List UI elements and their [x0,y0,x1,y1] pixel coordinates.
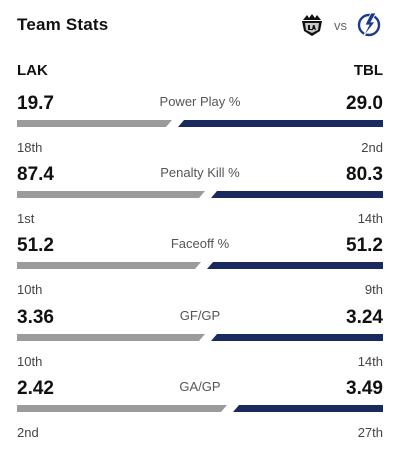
away-bar [17,191,205,198]
home-stat-rank: 27th [357,424,383,440]
away-stat-value: 19.7 [17,93,54,114]
home-stat-rank: 14th [357,353,383,369]
away-stat-value: 51.2 [17,235,54,256]
home-bar [211,334,383,341]
home-team-abbr: TBL [353,61,383,79]
comparison-bar [17,120,383,127]
away-stat-rank: 18th [17,139,43,155]
away-bar [17,334,205,341]
stat-row-goals-for-per-game: 3.36 3.24 GF/GP 10th 14th [17,306,383,374]
matchup: vs [298,11,383,39]
stat-row-goals-against-per-game: 2.42 3.49 GA/GP 2nd 27th [17,377,383,445]
stat-row-power-play: 19.7 29.0 Power Play % 18th 2nd [17,92,383,160]
away-stat-value: 3.36 [17,307,54,328]
away-stat-value: 2.42 [17,378,54,399]
home-stat-rank: 9th [364,281,383,297]
away-stat-rank: 1st [17,210,35,226]
home-bar [233,405,383,412]
comparison-bar [17,334,383,341]
stat-row-faceoff: 51.2 51.2 Faceoff % 10th 9th [17,234,383,302]
home-bar [207,262,383,269]
stat-row-penalty-kill: 87.4 80.3 Penalty Kill % 1st 14th [17,163,383,231]
comparison-bar [17,262,383,269]
away-stat-rank: 10th [17,353,43,369]
vs-text: vs [334,17,347,33]
la-kings-logo-icon [298,11,326,39]
home-stat-rank: 2nd [361,139,383,155]
home-stat-value: 51.2 [346,235,383,256]
home-stat-rank: 14th [357,210,383,226]
away-bar [17,120,172,127]
home-stat-value: 3.24 [346,307,383,328]
home-bar [211,191,383,198]
away-bar [17,405,227,412]
away-stat-value: 87.4 [17,164,54,185]
home-stat-value: 80.3 [346,164,383,185]
tampa-bay-lightning-logo-icon [355,11,383,39]
team-abbreviations: LAK TBL [17,60,383,80]
home-stat-value: 3.49 [346,378,383,399]
home-stat-value: 29.0 [346,93,383,114]
away-stat-rank: 2nd [17,424,39,440]
away-bar [17,262,201,269]
away-stat-rank: 10th [17,281,43,297]
home-bar [178,120,383,127]
comparison-bar [17,405,383,412]
section-title: Team Stats [17,15,109,34]
team-stats-header: Team Stats vs [17,10,383,40]
comparison-bar [17,191,383,198]
away-team-abbr: LAK [17,61,48,79]
